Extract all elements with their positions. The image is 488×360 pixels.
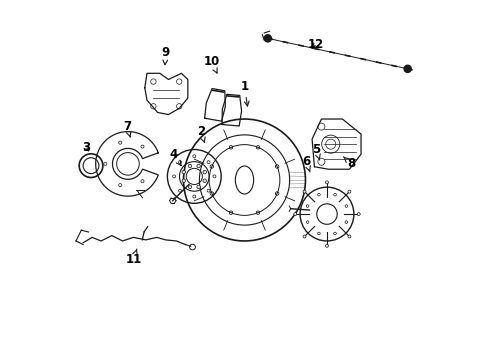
- Circle shape: [303, 235, 305, 238]
- Text: 9: 9: [161, 46, 169, 65]
- Circle shape: [347, 235, 350, 238]
- Circle shape: [325, 181, 328, 184]
- Text: 4: 4: [169, 148, 181, 166]
- Text: 2: 2: [196, 125, 204, 143]
- Circle shape: [197, 164, 200, 168]
- Circle shape: [357, 213, 360, 216]
- Text: 3: 3: [82, 140, 90, 153]
- Circle shape: [403, 65, 410, 72]
- Circle shape: [197, 185, 200, 189]
- Text: 10: 10: [203, 55, 219, 73]
- Circle shape: [188, 185, 191, 189]
- Text: 1: 1: [240, 80, 248, 106]
- Text: 11: 11: [125, 249, 141, 266]
- Text: 7: 7: [122, 120, 131, 137]
- Circle shape: [188, 164, 191, 168]
- Circle shape: [203, 170, 206, 174]
- Circle shape: [182, 170, 185, 174]
- Circle shape: [182, 179, 185, 183]
- Circle shape: [264, 35, 271, 42]
- Circle shape: [293, 213, 296, 216]
- Text: 6: 6: [302, 155, 310, 172]
- Text: 5: 5: [311, 143, 320, 160]
- Circle shape: [203, 179, 206, 183]
- Circle shape: [303, 190, 305, 193]
- Circle shape: [347, 190, 350, 193]
- Text: 8: 8: [343, 157, 355, 170]
- Circle shape: [325, 244, 328, 247]
- Text: 12: 12: [307, 38, 324, 51]
